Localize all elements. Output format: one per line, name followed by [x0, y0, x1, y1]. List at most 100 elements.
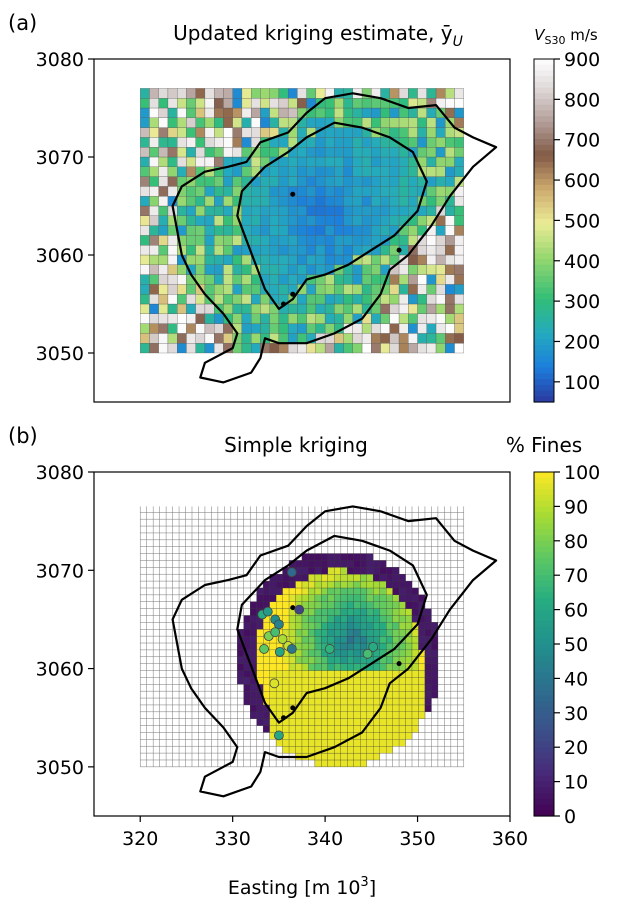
panel-a-outline: [171, 92, 498, 384]
heatmap-cell: [158, 147, 169, 158]
heatmap-cell: [314, 759, 322, 767]
heatmap-cell: [380, 245, 390, 256]
colorbar-segment: [534, 666, 554, 674]
colorbar-segment: [534, 609, 554, 616]
heatmap-cell: [373, 601, 380, 609]
heatmap-cell: [398, 732, 406, 740]
heatmap-cell: [167, 254, 178, 265]
heatmap-cell: [204, 274, 215, 285]
colorbar-tick-label: 200: [564, 331, 600, 353]
heatmap-cell: [315, 323, 326, 334]
colorbar-segment: [534, 224, 554, 232]
colorbar-segment: [534, 632, 554, 639]
heatmap-cell: [398, 88, 409, 99]
panel-b-label: (b): [8, 424, 38, 448]
heatmap-cell: [177, 323, 187, 334]
heatmap-cell: [204, 176, 215, 187]
colorbar-tick-label: 700: [564, 130, 600, 152]
heatmap-cell: [389, 156, 400, 167]
heatmap-cell: [288, 677, 296, 685]
colorbar-segment: [534, 281, 554, 289]
heatmap-cell: [353, 704, 361, 712]
heatmap-cell: [380, 117, 390, 128]
heatmap-cell: [278, 245, 289, 256]
heatmap-cell: [408, 166, 418, 177]
heatmap-cell: [398, 574, 406, 582]
heatmap-cell: [445, 343, 455, 354]
heatmap-cell: [334, 186, 344, 197]
heatmap-cell: [288, 697, 296, 706]
heatmap-cell: [373, 622, 380, 630]
heatmap-cell: [278, 156, 289, 167]
heatmap-cell: [373, 567, 380, 575]
heatmap-cell: [324, 294, 335, 305]
heatmap-cell: [278, 225, 289, 236]
heatmap-cell: [352, 127, 363, 138]
heatmap-cell: [340, 718, 348, 726]
heatmap-cell: [250, 684, 257, 692]
heatmap-cell: [398, 677, 406, 685]
heatmap-cell: [366, 594, 374, 602]
heatmap-cell: [260, 323, 270, 334]
heatmap-cell: [435, 225, 446, 236]
heatmap-cell: [324, 254, 335, 265]
colorbar-segment: [534, 781, 554, 788]
heatmap-cell: [177, 137, 187, 148]
heatmap-cell: [269, 697, 277, 706]
heatmap-cell: [195, 156, 206, 167]
observation-point: [368, 642, 379, 652]
heatmap-cell: [373, 574, 380, 582]
heatmap-cell: [287, 274, 298, 285]
colorbar-tick-label: 90: [564, 496, 588, 518]
heatmap-cell: [282, 746, 290, 754]
heatmap-cell: [301, 746, 309, 754]
heatmap-cell: [204, 186, 215, 197]
heatmap-cell: [408, 274, 418, 285]
heatmap-cell: [373, 697, 380, 706]
heatmap-cell: [379, 711, 387, 719]
heatmap-cell: [314, 574, 322, 582]
heatmap-cell: [195, 127, 206, 138]
heatmap-cell: [454, 225, 464, 236]
heatmap-cell: [288, 580, 296, 589]
heatmap-cell: [263, 587, 270, 595]
heatmap-cell: [288, 615, 296, 623]
heatmap-cell: [269, 264, 280, 275]
heatmap-cell: [343, 156, 353, 167]
heatmap-cell: [445, 274, 455, 285]
heatmap-cell: [327, 615, 335, 623]
heatmap-cell: [314, 636, 322, 644]
heatmap-cell: [251, 235, 261, 246]
panel-a-colorbar-label: VS30 m/s: [534, 26, 598, 47]
colorbar-segment: [534, 546, 554, 553]
heatmap-cell: [269, 117, 280, 128]
heatmap-cell: [186, 313, 196, 324]
heatmap-cell: [361, 166, 372, 177]
heatmap-cell: [353, 746, 361, 754]
heatmap-cell: [353, 608, 361, 616]
heatmap-cell: [149, 186, 159, 197]
heatmap-cell: [385, 608, 393, 616]
heatmap-cell: [353, 580, 361, 589]
colorbar-segment: [534, 689, 554, 697]
y-tick-label: 3060: [36, 245, 84, 267]
heatmap-cell: [158, 264, 169, 275]
heatmap-cell: [379, 684, 387, 692]
heatmap-cell: [321, 704, 329, 712]
heatmap-cell: [371, 107, 381, 118]
colorbar-segment: [534, 580, 554, 588]
heatmap-cell: [158, 294, 169, 305]
heatmap-cell: [373, 615, 380, 623]
heatmap-cell: [445, 127, 455, 138]
heatmap-cell: [405, 615, 413, 623]
heatmap-cell: [263, 691, 270, 699]
heatmap-cell: [352, 235, 363, 246]
heatmap-cell: [347, 649, 354, 657]
heatmap-cell: [343, 127, 353, 138]
colorbar-segment: [534, 270, 554, 277]
heatmap-cell: [177, 205, 187, 216]
heatmap-cell: [186, 196, 196, 207]
heatmap-cell: [149, 245, 159, 256]
heatmap-cell: [232, 274, 243, 285]
heatmap-cell: [282, 739, 290, 747]
